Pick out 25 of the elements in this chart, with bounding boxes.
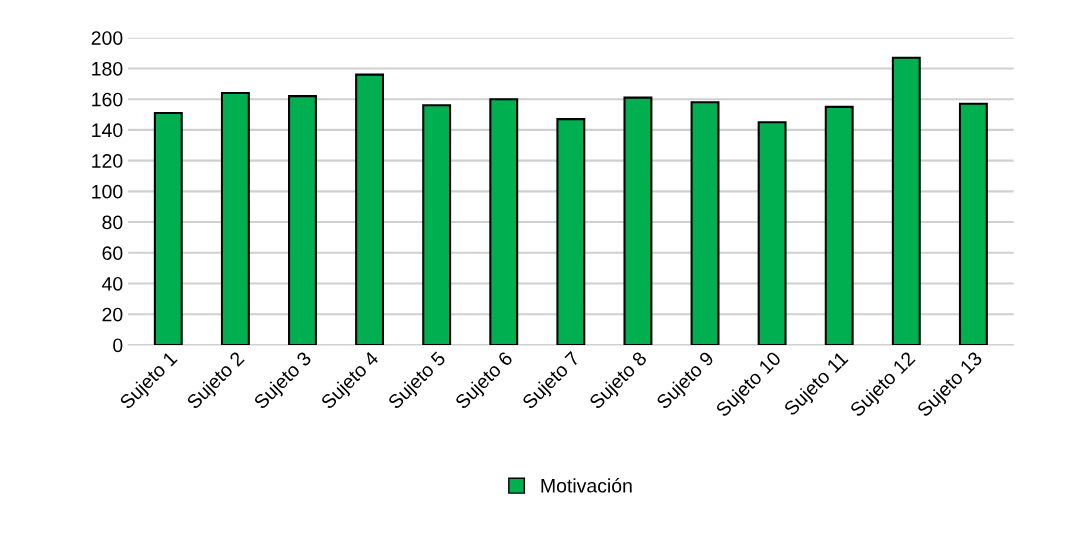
bar [690, 101, 720, 345]
bar [220, 91, 250, 345]
bar [288, 95, 317, 345]
bar [623, 96, 653, 345]
y-tick-label: 80 [102, 215, 123, 230]
y-tick-label: 120 [92, 154, 123, 168]
y-tick-label: 180 [92, 61, 123, 76]
y-tick-label: 140 [92, 123, 123, 138]
y-tick-label: 100 [92, 184, 123, 199]
bar [489, 98, 519, 345]
legend-label: Motivación [541, 478, 632, 493]
bar [153, 111, 183, 345]
bar [891, 56, 921, 345]
bar [556, 118, 586, 345]
bar [355, 73, 385, 345]
y-tick-label: 160 [92, 92, 123, 107]
bar [757, 121, 787, 345]
y-tick-label: 0 [113, 338, 123, 353]
bar [824, 105, 854, 345]
bar [958, 102, 988, 345]
y-tick-label: 40 [102, 276, 123, 291]
bar [422, 104, 452, 345]
y-tick-label: 20 [102, 307, 123, 322]
y-tick-label: 60 [102, 246, 123, 261]
y-tick-label: 200 [91, 31, 123, 45]
